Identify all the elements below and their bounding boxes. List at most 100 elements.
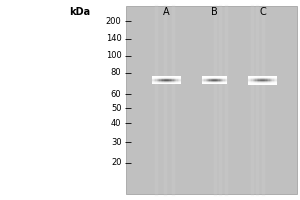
Bar — [222, 81, 224, 82]
Bar — [221, 81, 222, 82]
Bar — [164, 76, 165, 77]
Bar — [250, 83, 251, 84]
Bar — [203, 81, 204, 82]
Bar — [216, 78, 217, 79]
Bar — [226, 78, 227, 79]
Bar — [224, 78, 225, 79]
Bar — [172, 79, 174, 80]
Bar — [271, 80, 272, 81]
Bar — [271, 78, 272, 79]
Bar — [224, 80, 225, 81]
Bar — [267, 82, 268, 83]
Bar — [155, 76, 157, 77]
Bar — [208, 76, 209, 77]
Bar — [220, 79, 221, 80]
Bar — [267, 79, 268, 80]
Bar — [165, 76, 166, 77]
Text: 60: 60 — [111, 90, 122, 99]
Bar — [251, 80, 253, 81]
Bar — [251, 83, 253, 84]
Bar — [214, 80, 216, 81]
Bar — [221, 78, 222, 79]
Bar — [162, 81, 164, 82]
Bar — [178, 81, 179, 82]
Bar — [224, 79, 225, 80]
Bar — [271, 77, 272, 78]
Bar — [218, 83, 220, 84]
Bar — [271, 81, 272, 82]
Bar — [253, 77, 254, 78]
Bar — [268, 81, 270, 82]
Bar — [275, 82, 277, 83]
Bar — [254, 79, 255, 80]
Bar — [275, 79, 277, 80]
Bar — [172, 82, 174, 83]
Bar — [165, 82, 166, 83]
Bar — [159, 76, 161, 77]
Bar — [260, 83, 261, 84]
Bar — [225, 79, 226, 80]
Text: 80: 80 — [111, 68, 122, 77]
Bar — [202, 79, 203, 80]
Bar — [207, 82, 208, 83]
Bar — [213, 77, 214, 78]
Bar — [171, 83, 172, 84]
Bar — [155, 78, 157, 79]
Bar — [260, 79, 261, 80]
Bar — [218, 76, 220, 77]
Bar — [260, 82, 261, 83]
Bar — [176, 78, 178, 79]
Bar — [226, 77, 227, 78]
Bar — [270, 77, 271, 78]
Bar — [207, 83, 208, 84]
Bar — [257, 80, 258, 81]
Bar — [178, 78, 179, 79]
Bar — [254, 83, 255, 84]
Bar — [258, 79, 260, 80]
Bar — [266, 77, 267, 78]
Bar — [167, 76, 168, 77]
Bar — [268, 79, 270, 80]
Bar — [266, 84, 267, 85]
Bar — [155, 82, 157, 83]
Bar — [211, 76, 212, 77]
Bar — [179, 81, 181, 82]
Bar — [169, 79, 171, 80]
Bar — [255, 83, 257, 84]
Bar — [216, 80, 217, 81]
Bar — [255, 82, 257, 83]
Bar — [251, 78, 253, 79]
Bar — [261, 82, 262, 83]
Bar — [274, 80, 275, 81]
Text: B: B — [211, 7, 218, 17]
Bar — [258, 80, 260, 81]
Bar — [126, 6, 297, 194]
Text: C: C — [259, 7, 266, 17]
Bar — [222, 78, 224, 79]
Bar — [220, 77, 221, 78]
Bar — [171, 80, 172, 81]
Bar — [214, 79, 216, 80]
Bar — [158, 82, 159, 83]
Bar — [211, 80, 212, 81]
Bar — [218, 77, 220, 78]
Bar — [226, 81, 227, 82]
Bar — [260, 84, 261, 85]
Bar — [172, 83, 174, 84]
Bar — [154, 81, 155, 82]
Bar — [272, 83, 274, 84]
Bar — [158, 80, 159, 81]
Bar — [158, 77, 159, 78]
Bar — [167, 83, 168, 84]
Bar — [268, 82, 270, 83]
Bar — [213, 82, 214, 83]
Bar — [258, 76, 260, 77]
Bar — [264, 82, 266, 83]
Bar — [158, 76, 159, 77]
Bar — [216, 76, 217, 77]
Bar — [270, 84, 271, 85]
Bar — [174, 80, 175, 81]
Bar — [213, 80, 214, 81]
Bar — [255, 76, 257, 77]
Bar — [162, 77, 164, 78]
